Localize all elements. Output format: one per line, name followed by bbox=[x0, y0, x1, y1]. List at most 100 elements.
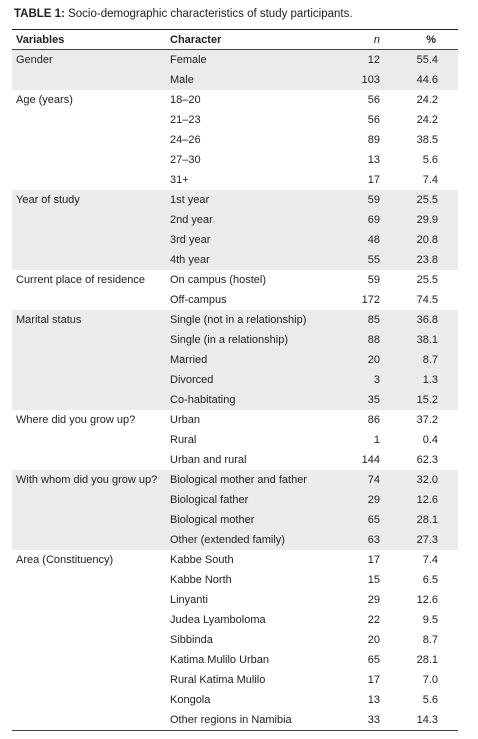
count-cell: 59 bbox=[338, 190, 384, 210]
table-row: 31+ 17 7.4 bbox=[12, 170, 458, 190]
table-row: Year of study 1st year 59 25.5 bbox=[12, 190, 458, 270]
character-cell: 18–20 bbox=[170, 94, 201, 106]
character-cell: Kabbe South bbox=[170, 554, 234, 566]
table-row: 24–26 89 38.5 bbox=[12, 130, 458, 150]
percent-cell: 44.6 bbox=[384, 70, 458, 90]
count-cell: 69 bbox=[338, 210, 384, 230]
count-cell: 35 bbox=[338, 390, 384, 410]
count-cell: 56 bbox=[367, 94, 380, 106]
count-cell: 20 bbox=[338, 350, 384, 370]
count-cell: 17 bbox=[367, 674, 380, 686]
percent-cell: 14.3 bbox=[416, 714, 438, 726]
character-cell: Rural bbox=[170, 434, 197, 446]
character-cell: Biological father bbox=[166, 490, 338, 510]
character-cell: Urban and rural bbox=[170, 454, 247, 466]
count-cell: 15 bbox=[367, 574, 380, 586]
percent-cell: 8.7 bbox=[384, 350, 458, 370]
count-cell: 56 bbox=[367, 114, 380, 126]
character-cell: Kabbe North bbox=[170, 574, 232, 586]
table-row: Divorced 3 1.3 bbox=[12, 370, 458, 390]
character-cell: 4th year bbox=[166, 250, 338, 270]
percent-cell: 37.2 bbox=[416, 414, 438, 426]
table-row: Married 20 8.7 bbox=[12, 350, 458, 370]
character-cell: Rural Katima Mulilo bbox=[170, 674, 266, 686]
count-cell: 103 bbox=[338, 70, 384, 90]
percent-cell: 7.4 bbox=[422, 554, 438, 566]
count-cell: 20 bbox=[367, 634, 380, 646]
table-row: Current place of residence On campus (hos… bbox=[12, 270, 458, 290]
character-cell: Single (not in a relationship) bbox=[166, 310, 338, 330]
character-cell: Kongola bbox=[170, 694, 211, 706]
table-row: Where did you grow up? Urban 86 37.2 bbox=[12, 410, 458, 430]
count-cell: 17 bbox=[367, 554, 380, 566]
table-header: Variables Character n % bbox=[12, 29, 458, 50]
table-row: 21–23 56 24.2 bbox=[12, 110, 458, 130]
character-cell: 27–30 bbox=[170, 154, 201, 166]
character-cell: 31+ bbox=[170, 174, 189, 186]
character-cell: On campus (hostel) bbox=[170, 274, 266, 286]
count-cell: 13 bbox=[367, 694, 380, 706]
percent-cell: 7.0 bbox=[422, 674, 438, 686]
count-cell: 65 bbox=[338, 510, 384, 530]
percent-cell: 12.6 bbox=[416, 594, 438, 606]
table-caption: TABLE 1: Socio-demographic characteristi… bbox=[14, 8, 353, 20]
variable-cell: Year of study bbox=[12, 190, 166, 270]
caption-text: Socio-demographic characteristics of stu… bbox=[68, 8, 353, 20]
character-cell: Sibbinda bbox=[170, 634, 213, 646]
percent-cell: 25.5 bbox=[384, 190, 458, 210]
count-cell: 29 bbox=[367, 594, 380, 606]
column-header: Variables bbox=[16, 33, 65, 46]
data-table: Variables Character n % Gender Female 12 55… bbox=[12, 29, 458, 731]
character-cell: Male bbox=[166, 70, 338, 90]
header-row: Variables Character n % bbox=[12, 29, 458, 50]
count-cell: 85 bbox=[338, 310, 384, 330]
percent-cell: 20.8 bbox=[384, 230, 458, 250]
character-cell: Other (extended family) bbox=[166, 530, 338, 550]
character-cell: 24–26 bbox=[170, 134, 201, 146]
percent-cell: 28.1 bbox=[416, 654, 438, 666]
percent-cell: 6.5 bbox=[422, 574, 438, 586]
character-cell: Biological mother and father bbox=[166, 470, 338, 490]
count-cell: 1 bbox=[373, 434, 380, 446]
percent-cell: 29.9 bbox=[384, 210, 458, 230]
table-row: Single (in a relationship) 88 38.1 bbox=[12, 330, 458, 350]
count-cell: 17 bbox=[367, 174, 380, 186]
character-cell: Single (in a relationship) bbox=[166, 330, 338, 350]
table-row: Rural Katima Mulilo 17 7.0 bbox=[12, 670, 458, 690]
percent-cell: 55.4 bbox=[384, 49, 458, 70]
character-cell: Co-habitating bbox=[166, 390, 338, 410]
table-row: Biological mother 65 28.1 bbox=[12, 510, 458, 530]
character-cell: Divorced bbox=[166, 370, 338, 390]
percent-cell: 38.1 bbox=[384, 330, 458, 350]
table-row: Age (years) 18–20 56 24.2 bbox=[12, 90, 458, 110]
table-row: Linyanti 29 12.6 bbox=[12, 590, 458, 610]
count-cell: 48 bbox=[338, 230, 384, 250]
column-header: n bbox=[373, 33, 380, 46]
percent-cell: 32.0 bbox=[384, 470, 458, 490]
percent-cell: 36.8 bbox=[384, 310, 458, 330]
count-cell: 172 bbox=[361, 294, 380, 306]
table-body: Gender Female 12 55.4 Male 103 44.6 Age (years)… bbox=[12, 49, 458, 731]
variable-cell: Age (years) bbox=[16, 94, 73, 106]
percent-cell: 12.6 bbox=[384, 490, 458, 510]
percent-cell: 5.6 bbox=[422, 694, 438, 706]
percent-cell: 24.2 bbox=[416, 114, 438, 126]
percent-cell: 7.4 bbox=[422, 174, 438, 186]
table-row: Other (extended family) 63 27.3 bbox=[12, 530, 458, 550]
table-row: Co-habitating 35 15.2 bbox=[12, 390, 458, 410]
table-row: Judea Lyamboloma 22 9.5 bbox=[12, 610, 458, 630]
table-row: Area (Constituency) Kabbe South 17 7.4 bbox=[12, 550, 458, 570]
count-cell: 59 bbox=[367, 274, 380, 286]
table-row: Sibbinda 20 8.7 bbox=[12, 630, 458, 650]
count-cell: 3 bbox=[338, 370, 384, 390]
table-row: Biological father 29 12.6 bbox=[12, 490, 458, 510]
variable-cell: Current place of residence bbox=[16, 274, 146, 286]
percent-cell: 9.5 bbox=[422, 614, 438, 626]
variable-cell: Gender bbox=[12, 49, 166, 90]
count-cell: 86 bbox=[367, 414, 380, 426]
percent-cell: 38.5 bbox=[416, 134, 438, 146]
table-row: Marital status Single (not in a relations… bbox=[12, 310, 458, 410]
character-cell: Judea Lyamboloma bbox=[170, 614, 266, 626]
count-cell: 65 bbox=[367, 654, 380, 666]
